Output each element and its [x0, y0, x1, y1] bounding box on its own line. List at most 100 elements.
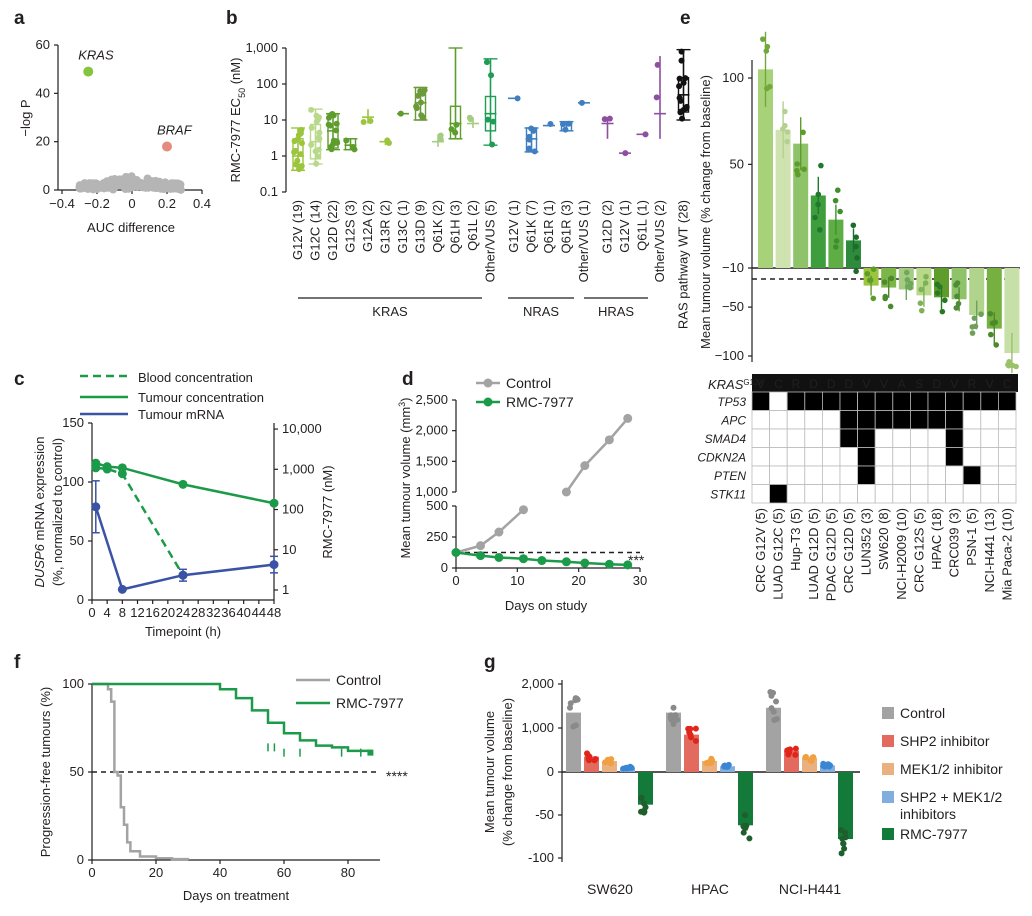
data-point — [953, 305, 960, 311]
control-point — [623, 413, 633, 423]
category-label: Q61L (1) — [635, 200, 650, 251]
braf-point — [162, 141, 172, 152]
panel-d-label: d — [402, 369, 414, 390]
data-point — [904, 277, 911, 283]
mutation-cell — [874, 465, 894, 485]
data-point — [768, 692, 775, 699]
mutation-cell — [751, 428, 771, 448]
data-point — [917, 300, 924, 306]
data-point — [992, 319, 999, 326]
tumour-point — [178, 479, 188, 489]
mutation-cell — [786, 410, 806, 430]
category-label: Q61K (2) — [430, 200, 445, 253]
category-label: G12V (1) — [506, 200, 521, 253]
mutation-cell — [822, 428, 841, 448]
gene-label: STK11 — [710, 488, 746, 502]
data-point — [870, 266, 877, 272]
control-curve — [92, 682, 190, 861]
bar — [738, 772, 753, 826]
mutation-cell — [892, 484, 911, 504]
data-point — [488, 72, 495, 79]
data-point — [653, 94, 660, 101]
control-line-early — [455, 508, 525, 554]
mutation-cell — [980, 391, 999, 411]
rmc-point — [623, 560, 633, 570]
data-point — [866, 277, 873, 284]
data-point — [330, 137, 337, 144]
data-point — [638, 794, 645, 801]
mutation-cell — [857, 484, 876, 504]
bar — [566, 712, 581, 772]
mutation-cell — [751, 447, 771, 467]
y-tick-label: 2,500 — [415, 392, 448, 407]
y-axis-label: Progression-free tumours (%) — [38, 687, 53, 858]
mutation-cell — [839, 484, 859, 504]
x-axis-label: Days on study — [505, 598, 588, 613]
data-point — [298, 162, 305, 169]
x-tick-label: 16 — [145, 605, 159, 620]
bar — [702, 761, 717, 772]
combination-bar-plot: 2,000 1,000 0 -50 -100 Mean tumour volume (% c… — [482, 676, 1003, 897]
gene-label: CDKN2A — [697, 451, 746, 465]
legend-label: inhibitors — [900, 806, 956, 822]
data-point — [903, 269, 910, 276]
y-tick-label: 0 — [43, 182, 50, 197]
data-point — [840, 840, 847, 847]
data-point — [816, 226, 823, 233]
category-label: G12V (1) — [617, 200, 632, 253]
bar — [775, 129, 791, 268]
gene-label: APC — [720, 414, 746, 428]
data-point — [592, 756, 599, 763]
y-tick-label: 1 — [271, 148, 278, 163]
mutation-cell — [804, 447, 823, 467]
category-label: G13C (1) — [395, 200, 410, 253]
x-axis-label: AUC difference — [87, 220, 175, 235]
gene-label: TP53 — [717, 395, 746, 409]
data-point — [572, 722, 579, 729]
table-title: KRASG12X — [708, 377, 765, 392]
data-point — [934, 290, 941, 296]
data-point — [678, 48, 685, 55]
rmc-point — [518, 554, 528, 564]
category-label: Other/VUS (5) — [483, 200, 498, 282]
background-point — [100, 182, 109, 191]
blood-point — [117, 469, 127, 479]
legend-label: SHP2 inhibitor — [900, 733, 990, 749]
data-point — [674, 716, 681, 723]
data-point — [870, 295, 877, 302]
rmc-point — [580, 558, 590, 568]
data-point — [993, 342, 1000, 348]
rmc-point — [451, 548, 461, 557]
mrna-point — [269, 560, 279, 570]
data-point — [687, 725, 694, 732]
y-tick-label: -50 — [535, 807, 554, 822]
data-point — [297, 151, 304, 158]
data-point — [987, 310, 994, 317]
data-point — [705, 760, 712, 767]
mutation-cell — [786, 484, 806, 504]
mutation-cell — [786, 428, 806, 448]
mutation-cell — [980, 410, 999, 430]
data-point — [850, 222, 857, 229]
data-point — [448, 126, 455, 133]
mrna-point — [178, 570, 188, 580]
data-point — [489, 141, 496, 148]
mutation-cell — [980, 447, 999, 467]
y-tick-label: 0 — [547, 764, 554, 779]
panel-f: f 0 50 100 0 20 40 60 80 Days on treatment Progre… — [14, 652, 408, 903]
data-point — [837, 208, 843, 215]
category-label: CRC G12D (5) — [841, 508, 856, 593]
mutation-cell — [892, 447, 911, 467]
category-label: Mia Paca-2 (10) — [999, 508, 1014, 600]
mutation-cell — [804, 465, 823, 485]
data-point — [832, 244, 839, 250]
data-point — [842, 834, 849, 841]
background-point — [76, 182, 85, 191]
data-point — [531, 148, 538, 155]
control-point — [518, 505, 528, 515]
mutation-cell — [769, 391, 788, 411]
legend-rmc-label: RMC-7977 — [336, 695, 404, 711]
mutation-cell — [910, 484, 929, 504]
